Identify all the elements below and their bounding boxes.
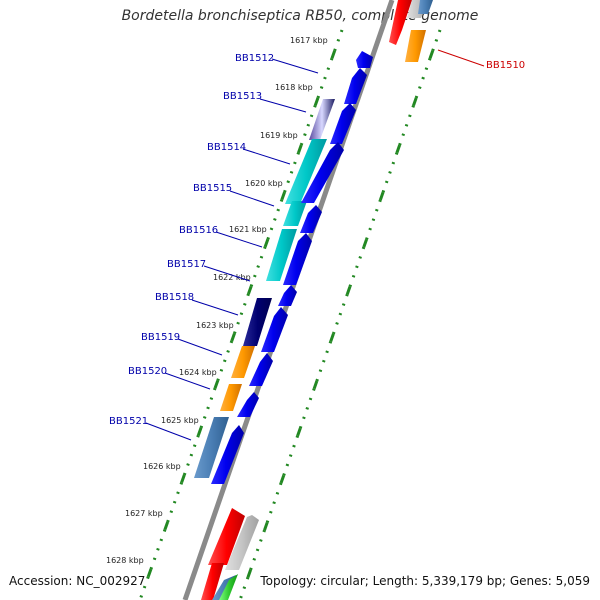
gene-label-bb1514[interactable]: BB1514 (207, 142, 246, 153)
connector-bb1519 (177, 338, 223, 356)
gene-arrow[interactable] (211, 425, 244, 484)
connector-bb1514 (242, 148, 291, 165)
major-tick (362, 238, 368, 248)
gene-label-bb1512[interactable]: BB1512 (235, 53, 274, 64)
gene-block-bb1516[interactable] (266, 229, 297, 281)
kbp-marker: 1627 kbp (125, 509, 163, 518)
gene-block-green-bottom[interactable] (219, 574, 238, 600)
top-genes (389, 0, 433, 62)
gene-block-red-lower[interactable] (208, 508, 245, 565)
inner-tick-track (238, 29, 442, 600)
gene-arrow-red-top[interactable] (389, 0, 412, 45)
gene-label-bb1521[interactable]: BB1521 (109, 416, 148, 427)
gene-block-steel-top[interactable] (418, 0, 433, 14)
connector-bb1517 (203, 265, 251, 282)
kbp-marker: 1624 kbp (179, 368, 217, 377)
major-tick (296, 427, 302, 437)
kbp-marker: 1625 kbp (161, 416, 199, 425)
connector-bb1512 (271, 58, 319, 74)
gene-block-bb1521[interactable] (194, 417, 229, 478)
kbp-marker: 1619 kbp (260, 131, 298, 140)
forward-strand-genes (211, 51, 373, 600)
gene-block-bb1519[interactable] (231, 346, 255, 378)
gene-label-bb1519[interactable]: BB1519 (141, 332, 180, 343)
major-tick (247, 285, 253, 295)
major-tick (395, 144, 402, 154)
connector-bb1515 (229, 190, 275, 207)
accession-text: Accession: NC_002927 (9, 574, 146, 588)
kbp-marker: 1620 kbp (245, 179, 283, 188)
reverse-strand-genes (194, 99, 335, 600)
major-tick (230, 333, 236, 342)
gene-arrow[interactable] (356, 51, 373, 68)
gene-arrow[interactable] (330, 103, 356, 144)
major-tick (146, 568, 153, 578)
gene-arrow[interactable] (249, 353, 273, 386)
major-tick (312, 380, 319, 390)
major-tick (280, 191, 286, 201)
topology-text: Topology: circular; Length: 5,339,179 bp… (260, 574, 590, 588)
gene-label-bb1513[interactable]: BB1513 (223, 91, 262, 102)
gene-arrow[interactable] (300, 205, 322, 233)
gene-block-bb1518[interactable] (243, 298, 272, 346)
kbp-marker: 1618 kbp (275, 83, 313, 92)
major-tick (412, 97, 418, 106)
gene-arrow[interactable] (278, 285, 297, 306)
gene-block-bb1520[interactable] (220, 384, 242, 411)
gene-label-bb1515[interactable]: BB1515 (193, 183, 232, 194)
gene-block-red-bottom[interactable] (201, 563, 224, 600)
major-tick (279, 474, 286, 484)
gene-block-bb1515[interactable] (283, 201, 307, 226)
connector-bb1516 (215, 231, 263, 248)
gene-arrow[interactable] (301, 142, 344, 203)
gene-block-bb1514[interactable] (285, 139, 327, 204)
major-tick (329, 333, 335, 342)
major-tick (263, 522, 269, 531)
kbp-marker: 1617 kbp (290, 36, 328, 45)
gene-arrow-grey[interactable] (225, 515, 259, 570)
gene-block-bb1513[interactable] (309, 99, 335, 140)
gene-label-bb1516[interactable]: BB1516 (179, 225, 218, 236)
connector-bb1518 (191, 299, 239, 316)
gene-label-bb1510[interactable]: BB1510 (486, 60, 525, 71)
connector-bb1520 (164, 372, 211, 390)
major-tick (213, 380, 220, 389)
connector-bb1521 (145, 422, 192, 441)
kbp-marker: 1628 kbp (106, 556, 144, 565)
major-tick (263, 238, 270, 248)
gene-arrow[interactable] (237, 392, 259, 417)
gene-arrow[interactable] (344, 68, 367, 104)
label-connectors (145, 49, 485, 441)
kbp-marker: 1622 kbp (213, 273, 251, 282)
gene-label-bb1520[interactable]: BB1520 (128, 366, 167, 377)
major-tick (428, 50, 435, 59)
major-ticks-right (246, 50, 435, 578)
gene-labels: BB1510 BB1512 BB1513 BB1514 BB1515 BB151… (109, 53, 525, 427)
major-tick (330, 50, 337, 59)
gene-arrow[interactable] (261, 307, 288, 352)
outer-tick-track (138, 29, 344, 600)
gene-label-bb1518[interactable]: BB1518 (155, 292, 194, 303)
major-tick (163, 521, 170, 531)
major-tick (180, 474, 186, 483)
connector-bb1510 (437, 49, 485, 67)
kbp-marker: 1623 kbp (196, 321, 234, 330)
major-tick (196, 427, 203, 436)
gene-block-bb1510[interactable] (405, 30, 426, 62)
major-tick (246, 569, 253, 578)
kbp-scale: 1617 kbp 1618 kbp 1619 kbp 1620 kbp 1621… (106, 36, 328, 565)
gene-arrow[interactable] (283, 233, 312, 285)
kbp-marker: 1621 kbp (229, 225, 267, 234)
major-tick (378, 191, 385, 201)
major-tick (345, 286, 352, 295)
gene-label-bb1517[interactable]: BB1517 (167, 259, 206, 270)
major-tick (297, 144, 303, 154)
connector-bb1513 (259, 98, 307, 113)
major-tick (313, 97, 320, 106)
kbp-marker: 1626 kbp (143, 462, 181, 471)
major-ticks-left (146, 50, 337, 578)
